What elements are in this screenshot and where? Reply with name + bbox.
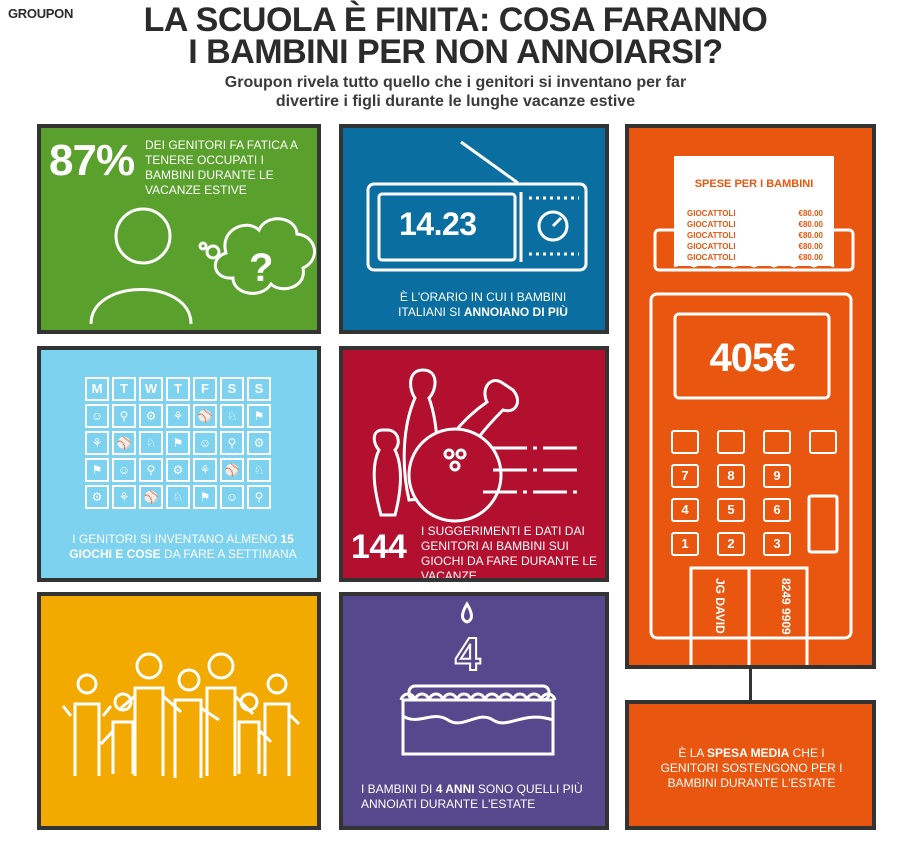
calendar-activity-cell: ⚙ <box>139 404 163 428</box>
calendar-grid: M T W T F S S ☺ ⚲ ⚙ ⚘ ⚾ ♘ ⚑ ⚘ ⚾ ♘ ⚑ ☺ ⚲ ⚙ ⚑ ☺ ⚲ ⚙ ⚘ ⚾ ♘ ⚙ ⚘ ⚾ ♘ ⚑ ☺ ⚲ <box>41 350 317 510</box>
keypad-key-blank <box>671 430 699 454</box>
keypad-key: 6 <box>763 498 791 522</box>
calendar-activity-cell: ⚘ <box>85 431 109 455</box>
thinking-person-icon: ? <box>89 207 316 325</box>
calendar-activity-cell: ⚲ <box>112 404 136 428</box>
suggestions-count: 144 <box>351 528 407 566</box>
keypad-key: 9 <box>763 464 791 488</box>
calendar-activity-cell: ⚑ <box>247 404 271 428</box>
calendar-activity-cell: ☺ <box>220 485 244 509</box>
calendar-activity-cell: ⚾ <box>220 458 244 482</box>
family-group-icon <box>61 652 301 778</box>
stat-percentage: 87% <box>49 136 135 185</box>
keypad-key: 4 <box>671 498 699 522</box>
subtitle-line-2: divertire i figli durante le lunghe vaca… <box>275 93 636 110</box>
panel-average-spend: È LA SPESA MEDIA CHE I GENITORI SOSTENGO… <box>625 700 876 830</box>
suggestions-description: I SUGGERIMENTI E DATI DAI GENITORI AI BA… <box>421 524 598 582</box>
connector-line <box>749 669 752 701</box>
calendar-activity-cell: ♘ <box>220 404 244 428</box>
keypad-key: 7 <box>671 464 699 488</box>
boredom-time: 14.23 <box>399 206 477 242</box>
calendar-activity-cell: ♘ <box>139 431 163 455</box>
boredom-time-description: È L'ORARIO IN CUI I BAMBINI ITALIANI SI … <box>383 290 583 320</box>
calendar-activity-cell: ⚙ <box>166 458 190 482</box>
title-line-1: LA SCUOLA È FINITA: COSA FARANNO <box>143 1 768 39</box>
calendar-activity-cell: ⚑ <box>193 485 217 509</box>
calendar-activity-cell: ⚘ <box>166 404 190 428</box>
description-text: È L'ORARIO IN CUI I BAMBINI ITALIANI SI <box>398 290 567 319</box>
panel-card-terminal: SPESE PER I BAMBINI GIOCATTOLI €80.00 GIO… <box>625 124 876 669</box>
calendar-activity-cell: ⚙ <box>247 431 271 455</box>
calendar-day-header: S <box>247 377 271 401</box>
receipt-line: GIOCATTOLI €80.00 <box>687 253 823 262</box>
calendar-activity-cell: ⚲ <box>139 458 163 482</box>
card-number: 8249 9909 <box>779 578 793 635</box>
calendar-activity-cell: ⚘ <box>112 485 136 509</box>
keypad-key-blank <box>763 430 791 454</box>
description-bold: ANNOIANO DI PIÙ <box>463 305 568 319</box>
weekly-games-description: I GENITORI SI INVENTANO ALMENO 15 GIOCHI… <box>69 532 297 561</box>
calendar-day-header: T <box>112 377 136 401</box>
title-line-2: I BAMBINI PER NON ANNOIARSI? <box>188 33 723 71</box>
calendar-day-header: T <box>166 377 190 401</box>
calendar-activity-cell: ☺ <box>193 431 217 455</box>
keypad-key: 3 <box>763 532 791 556</box>
calendar-activity-cell: ⚘ <box>193 458 217 482</box>
receipt-line: GIOCATTOLI €80.00 <box>687 209 823 218</box>
keypad-key-blank <box>809 430 837 454</box>
radio-icon <box>366 140 588 272</box>
svg-text:?: ? <box>249 246 273 290</box>
keypad-key: 5 <box>717 498 745 522</box>
birthday-cake-icon: 4 <box>399 601 557 756</box>
page-title: LA SCUOLA È FINITA: COSA FARANNO I BAMBI… <box>0 1 911 71</box>
calendar-activity-cell: ♘ <box>166 485 190 509</box>
receipt-title: SPESE PER I BAMBINI <box>694 178 814 190</box>
svg-text:4: 4 <box>455 628 481 680</box>
panel-parents-struggle: 87% DEI GENITORI FA FATICA A TENERE OCCU… <box>37 124 321 334</box>
calendar-activity-cell: ⚲ <box>220 431 244 455</box>
card-holder-name: JG DAVID <box>713 578 727 634</box>
calendar-day-header: S <box>220 377 244 401</box>
receipt-lines: GIOCATTOLI €80.00 GIOCATTOLI €80.00 GIOCAT… <box>687 208 823 263</box>
calendar-activity-cell: ♘ <box>247 458 271 482</box>
subtitle-line-1: Groupon rivela tutto quello che i genito… <box>224 74 687 91</box>
calendar-activity-cell: ⚑ <box>166 431 190 455</box>
calendar-day-header: M <box>85 377 109 401</box>
calendar-activity-cell: ☺ <box>85 404 109 428</box>
keypad-key-blank <box>717 430 745 454</box>
calendar-day-header: F <box>193 377 217 401</box>
calendar-activity-cell: ⚑ <box>85 458 109 482</box>
receipt-line: GIOCATTOLI €80.00 <box>687 242 823 251</box>
receipt-line: GIOCATTOLI €80.00 <box>687 231 823 240</box>
receipt-line: GIOCATTOLI €80.00 <box>687 220 823 229</box>
calendar-day-header: W <box>139 377 163 401</box>
calendar-activity-cell: ⚾ <box>112 431 136 455</box>
calendar-activity-cell: ⚾ <box>139 485 163 509</box>
page-subtitle: Groupon rivela tutto quello che i genito… <box>0 73 911 111</box>
age-boredom-description: I BAMBINI DI 4 ANNI SONO QUELLI PIÙ ANNO… <box>361 782 583 811</box>
panel-age-boredom: 4 I BAMBINI DI 4 ANNI SONO QUELLI PIÙ AN… <box>339 592 609 830</box>
brand-logo: GROUPON <box>8 6 74 21</box>
calendar-activity-cell: ☺ <box>112 458 136 482</box>
panel-weekly-games: M T W T F S S ☺ ⚲ ⚙ ⚘ ⚾ ♘ ⚑ ⚘ ⚾ ♘ ⚑ ☺ ⚲ ⚙ ⚑ ☺ ⚲ ⚙ ⚘ ⚾ ♘ ⚙ ⚘ ⚾ ♘ ⚑ ☺ ⚲ I GE… <box>37 346 321 582</box>
bowling-icon <box>372 368 581 523</box>
terminal-amount: 405€ <box>709 336 796 380</box>
calendar-activity-cell: ⚙ <box>85 485 109 509</box>
panel-family <box>37 592 321 830</box>
panel-suggestions: 144 I SUGGERIMENTI E DATI DAI GENITORI A… <box>339 346 609 582</box>
stat-description: DEI GENITORI FA FATICA A TENERE OCCUPATI… <box>145 138 298 197</box>
card-terminal-icon <box>649 156 855 665</box>
average-spend-description: È LA SPESA MEDIA CHE I GENITORI SOSTENGO… <box>660 746 843 790</box>
calendar-activity-cell: ⚾ <box>193 404 217 428</box>
keypad-key: 8 <box>717 464 745 488</box>
keypad-key: 2 <box>717 532 745 556</box>
keypad-key: 1 <box>671 532 699 556</box>
calendar-activity-cell: ⚲ <box>247 485 271 509</box>
panel-boredom-time: 14.23 È L'ORARIO IN CUI I BAMBINI ITALIA… <box>339 124 609 334</box>
